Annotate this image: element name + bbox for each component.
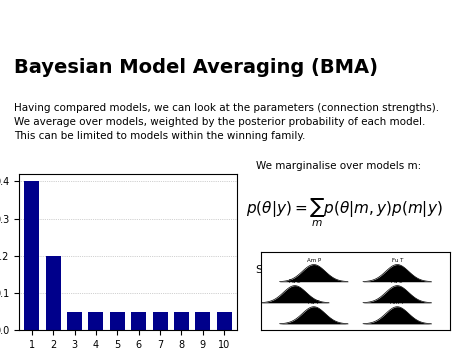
Text: Having compared models, we can look at the parameters (connection strengths).
We: Having compared models, we can look at t… — [14, 103, 439, 141]
Bar — [67, 312, 82, 330]
Text: We marginalise over models m:: We marginalise over models m: — [256, 161, 421, 171]
Bar — [153, 312, 167, 330]
Bar — [46, 256, 61, 330]
Text: Fu T: Fu T — [392, 258, 403, 263]
Bar — [131, 312, 146, 330]
Bar — [24, 181, 39, 330]
Text: ▲UCL: ▲UCL — [410, 7, 460, 25]
Text: Fu L: Fu L — [289, 279, 301, 284]
Text: Fu e: Fu e — [392, 279, 403, 284]
Bar — [217, 312, 232, 330]
Text: Bayesian Model Averaging (BMA): Bayesian Model Averaging (BMA) — [14, 58, 378, 77]
Text: Fu T: Fu T — [308, 300, 319, 305]
Text: $p(\theta|y) = \sum_{m} p(\theta|m,y)p(m|y)$: $p(\theta|y) = \sum_{m} p(\theta|m,y)p(m… — [246, 197, 443, 229]
Text: Am P: Am P — [307, 258, 321, 263]
Bar — [110, 312, 125, 330]
Text: SPM does this using sampling: SPM does this using sampling — [256, 264, 421, 274]
Bar — [89, 312, 103, 330]
Bar — [195, 312, 210, 330]
Text: Am T: Am T — [390, 300, 404, 305]
Bar — [174, 312, 189, 330]
